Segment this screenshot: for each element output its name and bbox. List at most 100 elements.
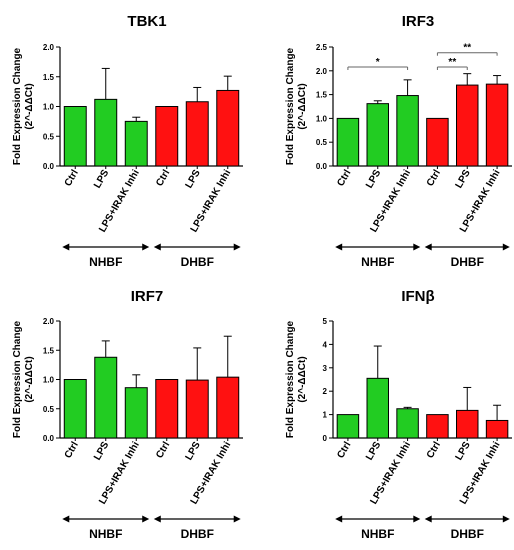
group-arrow-head-left [424, 515, 432, 523]
y-axis-label-line-1: Fold Expression Change [12, 47, 23, 165]
category-label: LPS [184, 440, 203, 463]
y-axis-label: Fold Expression Change(2^-ΔΔCt) [285, 47, 308, 165]
bar-dhbf [155, 379, 179, 439]
bar-nhbf [336, 117, 360, 167]
group-arrow-head-left [153, 243, 161, 251]
category-label: LPS [364, 440, 383, 463]
group-arrow-head-right [142, 243, 150, 251]
chart-panel-2: IRF3 Fold Expression Change(2^-ΔΔCt) 0.0 0.… [285, 13, 512, 269]
y-tick-label: 1 [323, 411, 328, 420]
bar-nhbf [366, 377, 389, 439]
bar-nhbf [366, 103, 389, 167]
category-label: Ctrl [425, 440, 443, 461]
y-axis-label: Fold Expression Change(2^-ΔΔCt) [285, 320, 308, 438]
category-label: Ctrl [425, 168, 443, 189]
y-axis-label-line-1: Fold Expression Change [285, 47, 296, 165]
group-label: DHBF [181, 527, 214, 541]
chart-title: TBK1 [127, 13, 166, 30]
y-tick-label: 2.0 [43, 43, 55, 52]
y-axis-label-line-2: (2^-ΔΔCt) [297, 83, 308, 129]
y-tick-label: 2 [323, 387, 328, 396]
bar-dhbf [485, 83, 509, 167]
group-arrow-head-right [233, 243, 241, 251]
y-tick-label: 0.5 [43, 132, 55, 141]
group-arrow-head-left [424, 243, 432, 251]
bar-dhbf [185, 101, 209, 167]
bar-nhbf [396, 95, 419, 167]
bar-nhbf [124, 120, 148, 167]
y-axis-label-line-2: (2^-ΔΔCt) [297, 356, 308, 402]
y-axis-label-line-2: (2^-ΔΔCt) [24, 83, 35, 129]
y-tick-label: 2.5 [316, 43, 328, 52]
bar-dhbf [426, 414, 449, 439]
significance-label: ** [448, 57, 456, 68]
group-label: NHBF [361, 255, 394, 269]
category-label: LPS [454, 440, 473, 463]
y-tick-label: 4 [323, 340, 328, 349]
y-tick-label: 5 [323, 317, 328, 326]
group-arrow-head-left [62, 243, 70, 251]
chart-panel-3: IRF7 Fold Expression Change(2^-ΔΔCt) 0.0 0.… [12, 288, 243, 541]
y-tick-label: 1.0 [43, 376, 55, 385]
y-tick-label: 1.5 [316, 91, 328, 100]
category-label: LPS [364, 168, 383, 191]
bar-dhbf [216, 376, 240, 439]
y-tick-label: 3 [323, 364, 328, 373]
y-tick-label: 0 [323, 434, 328, 443]
group-arrow-head-right [502, 243, 510, 251]
significance-label: ** [463, 43, 471, 54]
category-label: Ctrl [335, 168, 353, 189]
bar-nhbf [336, 414, 360, 439]
group-arrow-head-left [335, 243, 343, 251]
group-label: NHBF [361, 527, 394, 541]
group-arrow-head-right [502, 515, 510, 523]
group-label: DHBF [181, 255, 214, 269]
group-label: NHBF [89, 255, 122, 269]
bar-nhbf [63, 106, 87, 167]
chart-panel-4: IFNβ Fold Expression Change(2^-ΔΔCt) 0 1 2 3 4… [285, 288, 512, 541]
y-axis-label-line-1: Fold Expression Change [285, 320, 296, 438]
group-label: DHBF [451, 527, 484, 541]
bar-dhbf [426, 117, 449, 167]
category-label: Ctrl [63, 168, 81, 189]
category-label: Ctrl [63, 440, 81, 461]
y-tick-label: 0.0 [43, 434, 55, 443]
y-axis-label: Fold Expression Change(2^-ΔΔCt) [12, 320, 35, 438]
y-tick-label: 1.0 [43, 103, 55, 112]
y-tick-label: 1.0 [316, 114, 328, 123]
group-arrow-head-left [335, 515, 343, 523]
group-arrow-head-right [142, 515, 150, 523]
bar-nhbf [94, 98, 118, 167]
category-label: LPS [92, 440, 111, 463]
bar-nhbf [396, 408, 419, 439]
bar-dhbf [216, 89, 240, 167]
bar-dhbf [485, 419, 509, 439]
group-arrow-head-right [233, 515, 241, 523]
bar-dhbf [456, 409, 479, 439]
group-arrow-head-left [153, 515, 161, 523]
category-label: Ctrl [335, 440, 353, 461]
chart-title: IFNβ [401, 288, 434, 305]
bar-dhbf [185, 379, 209, 439]
chart-title: IRF7 [131, 288, 164, 305]
chart-title: IRF3 [402, 13, 435, 30]
category-label: Ctrl [154, 440, 172, 461]
category-label: LPS [92, 168, 111, 191]
y-axis-label-line-2: (2^-ΔΔCt) [24, 356, 35, 402]
group-arrow-head-left [62, 515, 70, 523]
bar-nhbf [94, 356, 118, 439]
y-tick-label: 2.0 [316, 67, 328, 76]
y-tick-label: 0.0 [43, 162, 55, 171]
y-tick-label: 0.0 [316, 162, 328, 171]
bar-nhbf [63, 379, 87, 439]
y-tick-label: 1.5 [43, 73, 55, 82]
group-arrow-head-right [413, 515, 421, 523]
bar-nhbf [124, 387, 148, 439]
bar-dhbf [155, 106, 179, 167]
category-label: Ctrl [154, 168, 172, 189]
y-tick-label: 2.0 [43, 317, 55, 326]
y-axis-label-line-1: Fold Expression Change [12, 320, 23, 438]
significance-label: * [376, 57, 380, 68]
category-label: LPS [184, 168, 203, 191]
